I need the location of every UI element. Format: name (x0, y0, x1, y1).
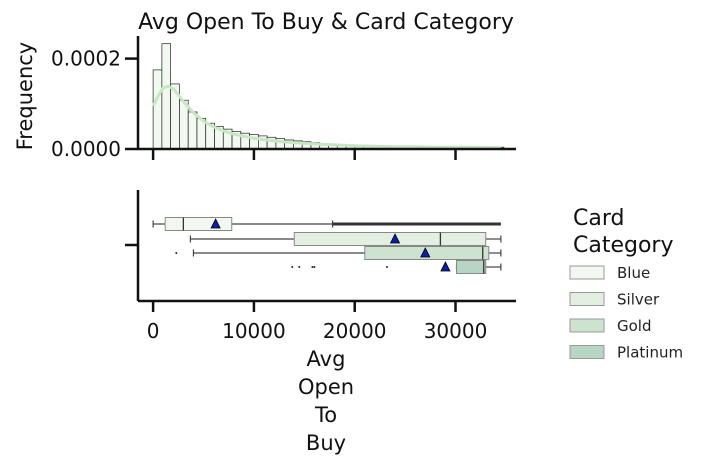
legend-label-platinum: Platinum (617, 344, 683, 362)
outlier-point (298, 266, 301, 268)
chart-title: Avg Open To Buy & Card Category (138, 10, 514, 35)
outlier-point (175, 252, 178, 254)
legend-swatch-silver (569, 292, 605, 306)
kde-curve (151, 84, 501, 150)
histogram-y-ticks: 0.0000 0.0002 (51, 47, 138, 161)
legend-swatch-gold (569, 318, 605, 333)
outlier-point (385, 266, 388, 268)
boxplot-x-tick-label: 20000 (323, 319, 387, 343)
boxplot-x-tick-label: 10000 (222, 319, 286, 343)
x-label-word: To (314, 403, 337, 427)
histogram-bar (161, 43, 172, 150)
outlier-point (291, 266, 294, 268)
boxplot-blue (152, 217, 501, 231)
outlier-point (313, 266, 316, 268)
mean-marker (440, 261, 451, 272)
box (456, 260, 487, 274)
boxplot-platinum (291, 260, 502, 274)
legend-swatch-blue (569, 265, 605, 280)
x-label-word: Open (298, 375, 354, 399)
mean-marker (420, 247, 431, 258)
histogram-y-tick-label: 0.0000 (51, 137, 121, 161)
mean-marker (389, 233, 401, 244)
outlier-point (311, 266, 314, 268)
histogram-panel: 0.0000 0.0002 Frequency (13, 36, 516, 161)
boxplot-x-tick-label: 0 (147, 319, 160, 343)
boxplot-x-ticks: 0 10000 20000 30000 (147, 301, 488, 343)
legend: Card Category Blue Silver Gold Platinum (569, 206, 683, 362)
boxplots (152, 217, 502, 274)
boxplot-x-tick-label: 30000 (424, 319, 488, 343)
histogram-y-label: Frequency (13, 42, 37, 151)
histogram-bar (187, 111, 198, 150)
legend-label-blue: Blue (617, 264, 650, 282)
legend-title-line-1: Card (573, 206, 624, 231)
box (164, 217, 233, 231)
boxplot-panel: 0 10000 20000 30000 Avg Open To Buy (125, 190, 516, 455)
boxplot-x-label: Avg Open To Buy (298, 347, 354, 455)
mean-marker (210, 218, 221, 229)
x-label-word: Avg (307, 347, 346, 371)
legend-swatch-platinum (569, 345, 605, 359)
boxplot-silver (189, 232, 502, 246)
boxplot-gold (175, 246, 502, 260)
histogram-x-ticks (151, 149, 457, 160)
legend-title-line-2: Category (573, 233, 674, 258)
histogram-y-tick-label: 0.0002 (51, 47, 121, 71)
histogram-bars (152, 43, 505, 150)
histogram-bar (152, 69, 163, 150)
box (293, 232, 487, 246)
legend-label-gold: Gold (617, 317, 652, 335)
legend-label-silver: Silver (617, 291, 660, 309)
x-label-word: Buy (306, 431, 346, 455)
legend-items: Blue Silver Gold Platinum (569, 264, 683, 362)
